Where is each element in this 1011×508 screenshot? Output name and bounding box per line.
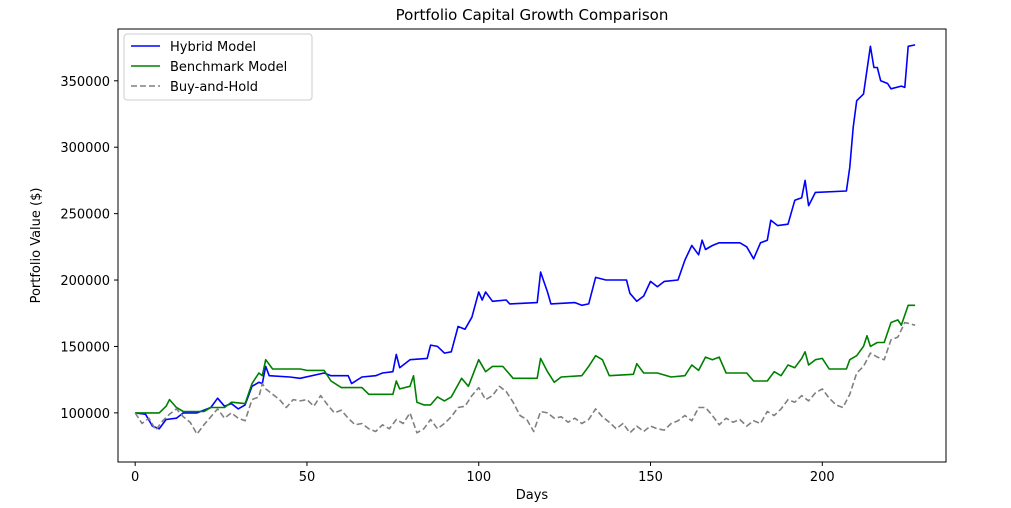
y-axis: 100000 150000 200000 250000 300000 350000	[60, 75, 118, 422]
y-tick-label: 200000	[60, 274, 110, 289]
x-tick-label: 50	[299, 470, 316, 485]
legend-box	[123, 33, 313, 101]
y-tick-label: 100000	[60, 407, 110, 422]
series-line-benchmark-model	[135, 304, 916, 414]
series-line-buy-and-hold	[134, 321, 916, 435]
legend-label-benchmark-model: Benchmark Model	[170, 60, 287, 75]
x-axis-label: Days	[516, 488, 549, 503]
y-tick-label: 350000	[60, 75, 110, 90]
legend-label-buy-and-hold: Buy-and-Hold	[170, 80, 258, 95]
x-tick-label: 0	[131, 470, 139, 485]
legend-label-hybrid-model: Hybrid Model	[170, 40, 256, 55]
y-tick-label: 300000	[60, 141, 110, 156]
x-tick-label: 100	[466, 470, 491, 485]
chart-title: Portfolio Capital Growth Comparison	[396, 6, 669, 24]
x-tick-label: 200	[810, 470, 835, 485]
plot-frame	[117, 28, 947, 463]
series-line-hybrid-model	[135, 44, 916, 430]
y-axis-label: Portfolio Value ($)	[29, 188, 44, 304]
y-tick-label: 250000	[60, 208, 110, 223]
x-axis: 0 50 100 150 200	[131, 462, 835, 485]
legend: Hybrid Model Benchmark Model Buy-and-Hold	[123, 33, 313, 101]
x-tick-label: 150	[638, 470, 663, 485]
series-layer	[134, 44, 916, 435]
y-tick-label: 150000	[60, 340, 110, 355]
